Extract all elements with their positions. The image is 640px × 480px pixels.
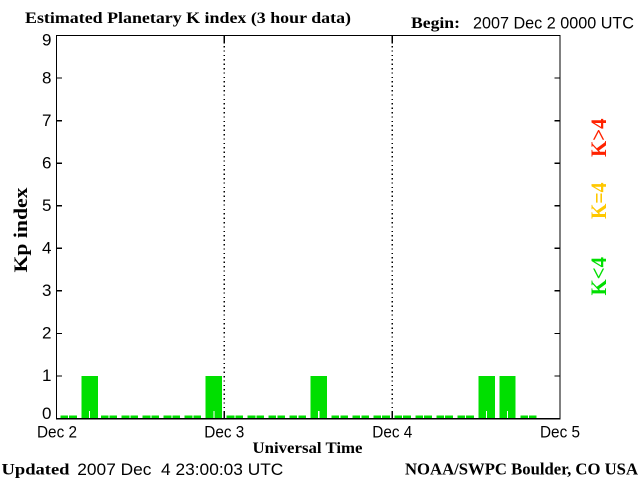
svg-text:3: 3	[42, 281, 51, 300]
svg-text:Dec 5: Dec 5	[540, 423, 580, 442]
svg-text:K=4: K=4	[586, 183, 611, 220]
svg-text:6: 6	[42, 153, 51, 172]
svg-text:1: 1	[42, 366, 51, 385]
svg-text:K<4: K<4	[586, 257, 611, 296]
svg-text:5: 5	[42, 196, 51, 215]
svg-text:K>4: K>4	[586, 119, 611, 158]
svg-text:Dec 4: Dec 4	[372, 423, 412, 442]
svg-text:2: 2	[42, 324, 51, 343]
svg-text:9: 9	[42, 30, 51, 49]
svg-text:Kp index: Kp index	[11, 187, 32, 273]
svg-text:Dec 2: Dec 2	[37, 423, 77, 442]
svg-text:4: 4	[42, 239, 51, 258]
svg-text:0: 0	[42, 404, 51, 423]
svg-text:Updated: Updated	[2, 462, 70, 479]
svg-text:7: 7	[42, 111, 51, 130]
svg-text:2007 Dec 2 0000 UTC: 2007 Dec 2 0000 UTC	[473, 14, 634, 33]
svg-text:2007 Dec 4 23:00:03 UTC: 2007 Dec 4 23:00:03 UTC	[77, 460, 283, 479]
svg-text:Begin:: Begin:	[411, 15, 460, 32]
svg-text:NOAA/SWPC Boulder, CO USA: NOAA/SWPC Boulder, CO USA	[405, 460, 639, 479]
svg-text:Dec 3: Dec 3	[204, 423, 244, 442]
svg-text:8: 8	[42, 68, 51, 87]
svg-text:Estimated Planetary K index (3: Estimated Planetary K index (3 hour data…	[25, 10, 351, 27]
svg-text:Universal Time: Universal Time	[253, 440, 363, 457]
